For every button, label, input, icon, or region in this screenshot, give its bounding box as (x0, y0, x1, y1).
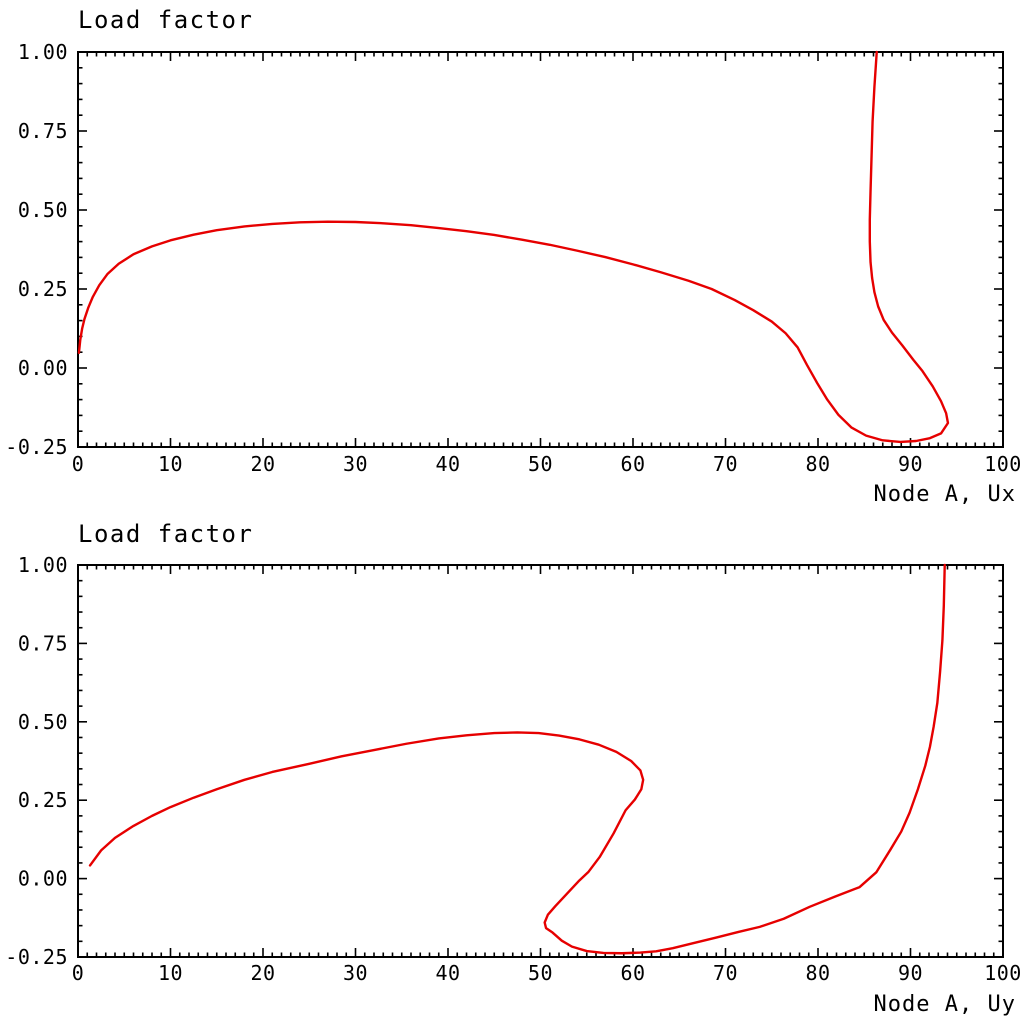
x-tick-label: 60 (620, 961, 645, 985)
y-tick-label: 0.00 (18, 356, 68, 380)
y-tick-label: 1.00 (18, 553, 68, 577)
x-tick-label: 20 (250, 961, 275, 985)
curve-group-ux (77, 50, 950, 444)
x-tick-label: 10 (158, 452, 183, 476)
x-tick-label: 90 (898, 452, 923, 476)
load-displacement-curve (88, 563, 946, 955)
x-tick-label: 80 (805, 452, 830, 476)
x-tick-label: 70 (713, 452, 738, 476)
x-axis-label-uy: Node A, Uy (874, 992, 1016, 1017)
x-tick-label: 40 (435, 452, 460, 476)
x-tick-label: 10 (158, 961, 183, 985)
plot-frame-ux: 0 10 20 30 40 50 60 70 80 90 100 -0.25 0.00 0.25 0.50 0… (5, 40, 1022, 476)
x-tick-label: 30 (343, 961, 368, 985)
load-displacement-chart-ux: Load factor Node A, Ux 0 10 20 30 40 50 60 70 80… (5, 6, 1022, 507)
x-tick-label: 70 (713, 961, 738, 985)
y-tick-label: -0.25 (5, 435, 68, 459)
chart-title-ux: Load factor (78, 6, 253, 34)
x-tick-label: 90 (898, 961, 923, 985)
y-tick-label: 0.25 (18, 788, 68, 812)
x-tick-label: 100 (984, 452, 1022, 476)
y-tick-label: 0.00 (18, 867, 68, 891)
x-tick-label: 20 (250, 452, 275, 476)
x-tick-label: 100 (984, 961, 1022, 985)
x-tick-label: 50 (528, 961, 553, 985)
load-displacement-chart-uy: Load factor Node A, Uy 0 10 20 30 40 50 60 70 80… (0, 512, 1024, 1024)
x-axis-label-ux: Node A, Ux (874, 482, 1016, 507)
plot-border (77, 51, 1004, 448)
plot-frame-uy: 0 10 20 30 40 50 60 70 80 90 100 -0.25 0.00 0.25 0.50 0… (5, 553, 1022, 985)
y-tick-label: 0.25 (18, 277, 68, 301)
x-tick-label: 0 (72, 452, 85, 476)
plot-border (77, 564, 1004, 958)
load-displacement-curve (77, 50, 950, 444)
y-tick-label: 0.50 (18, 198, 68, 222)
x-tick-label: 50 (528, 452, 553, 476)
chart-title-uy: Load factor (78, 520, 253, 548)
x-tick-label: 60 (620, 452, 645, 476)
y-tick-label: 1.00 (18, 40, 68, 64)
y-tick-label: 0.50 (18, 710, 68, 734)
x-tick-label: 80 (805, 961, 830, 985)
curve-group-uy (88, 563, 946, 955)
x-tick-label: 30 (343, 452, 368, 476)
x-tick-label: 0 (72, 961, 85, 985)
y-tick-label: 0.75 (18, 119, 68, 143)
y-tick-label: -0.25 (5, 945, 68, 969)
x-tick-label: 40 (435, 961, 460, 985)
y-tick-label: 0.75 (18, 631, 68, 655)
